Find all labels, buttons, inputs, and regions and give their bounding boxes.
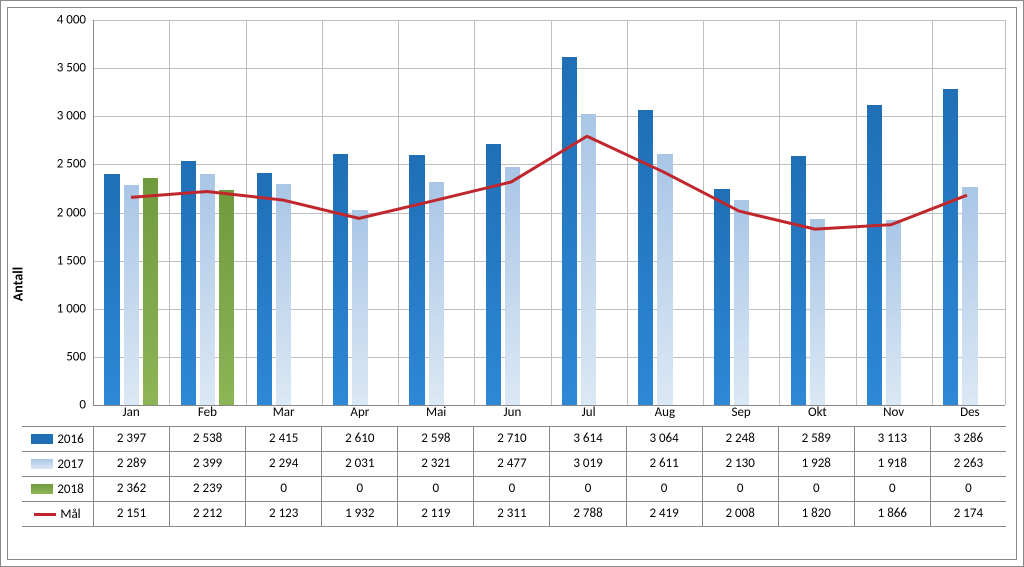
table-cell: 0	[473, 477, 549, 501]
legend-swatch-s2017	[31, 459, 53, 469]
chart-inner: Antall 0 500 1 000 1 500 2 000 2 500 3 000 3 50…	[7, 7, 1017, 560]
y-tick-label: 1 000	[8, 301, 86, 316]
chart-frame: Antall 0 500 1 000 1 500 2 000 2 500 3 000 3 50…	[0, 0, 1024, 567]
table-cell: 2 123	[245, 502, 321, 526]
y-tick-label: 1 500	[8, 253, 86, 268]
table-cell: 2 248	[702, 427, 778, 451]
table-cell: 2 151	[93, 502, 169, 526]
legend-swatch-s2018	[31, 484, 53, 494]
table-cell: 2 397	[93, 427, 169, 451]
table-cell: 2 119	[397, 502, 473, 526]
legend-swatch-mal	[34, 509, 56, 519]
data-table: 20162 3972 5382 4152 6102 5982 7103 6143…	[22, 426, 1006, 527]
y-tick-label: 3 000	[8, 109, 86, 124]
table-cell: 2 598	[397, 427, 473, 451]
table-cell: 2 212	[169, 502, 245, 526]
y-axis-label: Antall	[10, 266, 27, 300]
table-cell: 3 019	[549, 452, 625, 476]
table-cell: 0	[930, 477, 1006, 501]
legend-swatch-s2016	[31, 434, 53, 444]
x-tick-label: Okt	[808, 405, 827, 420]
legend-cell-s2017: 2017	[22, 452, 93, 476]
table-cell: 0	[626, 477, 702, 501]
table-cell: 2 008	[702, 502, 778, 526]
x-tick-label: Mar	[273, 405, 295, 420]
table-cell: 1 820	[778, 502, 854, 526]
table-row: Mål2 1512 2122 1231 9322 1192 3112 7882 …	[22, 502, 1006, 527]
table-cell: 0	[778, 477, 854, 501]
table-cell: 1 928	[778, 452, 854, 476]
y-tick-label: 2 500	[8, 157, 86, 172]
table-cell: 2 611	[626, 452, 702, 476]
x-tick-label: Jul	[582, 405, 596, 420]
legend-cell-mal: Mål	[22, 502, 93, 526]
plot-area	[93, 20, 1006, 405]
table-cell: 0	[245, 477, 321, 501]
table-cell: 0	[397, 477, 473, 501]
table-cell: 2 419	[626, 502, 702, 526]
legend-label: Mål	[60, 503, 80, 526]
table-cell: 2 263	[930, 452, 1006, 476]
x-tick-label: Jan	[123, 405, 140, 420]
table-cell: 2 538	[169, 427, 245, 451]
table-cell: 2 031	[321, 452, 397, 476]
x-tick-label: Apr	[350, 405, 369, 420]
y-tick-label: 500	[8, 349, 86, 364]
x-labels: Jan Feb Mar Apr Mai Jun Jul Aug Sep Okt Nov Des	[93, 405, 1006, 425]
target-line	[93, 20, 1005, 404]
x-tick-label: Des	[960, 405, 980, 420]
table-row: 20162 3972 5382 4152 6102 5982 7103 6143…	[22, 427, 1006, 452]
table-cell: 2 362	[93, 477, 169, 501]
table-cell: 3 113	[854, 427, 930, 451]
legend-label: 2017	[57, 453, 83, 476]
table-cell: 2 610	[321, 427, 397, 451]
y-tick-label: 3 500	[8, 61, 86, 76]
table-cell: 3 614	[549, 427, 625, 451]
table-cell: 2 130	[702, 452, 778, 476]
table-cell: 2 399	[169, 452, 245, 476]
x-tick-label: Feb	[198, 405, 217, 420]
table-cell: 0	[549, 477, 625, 501]
table-cell: 2 294	[245, 452, 321, 476]
legend-label: 2016	[57, 428, 83, 451]
table-cell: 2 415	[245, 427, 321, 451]
table-cell: 3 286	[930, 427, 1006, 451]
table-cell: 2 788	[549, 502, 625, 526]
x-tick-label: Jun	[503, 405, 521, 420]
legend-cell-s2018: 2018	[22, 477, 93, 501]
table-cell: 2 710	[473, 427, 549, 451]
legend-label: 2018	[57, 478, 83, 501]
table-cell: 1 918	[854, 452, 930, 476]
table-cell: 3 064	[626, 427, 702, 451]
legend-cell-s2016: 2016	[22, 427, 93, 451]
table-cell: 1 932	[321, 502, 397, 526]
y-tick-label: 0	[8, 398, 86, 413]
x-tick-label: Sep	[731, 405, 750, 420]
table-cell: 2 321	[397, 452, 473, 476]
table-row: 20172 2892 3992 2942 0312 3212 4773 0192…	[22, 452, 1006, 477]
table-cell: 2 311	[473, 502, 549, 526]
table-cell: 2 589	[778, 427, 854, 451]
table-cell: 0	[321, 477, 397, 501]
y-tick-label: 2 000	[8, 205, 86, 220]
table-cell: 0	[702, 477, 778, 501]
x-tick-label: Aug	[655, 405, 675, 420]
table-cell: 2 239	[169, 477, 245, 501]
table-cell: 2 174	[930, 502, 1006, 526]
table-cell: 0	[854, 477, 930, 501]
table-row: 20182 3622 2390000000000	[22, 477, 1006, 502]
y-tick-label: 4 000	[8, 13, 86, 28]
table-cell: 2 477	[473, 452, 549, 476]
x-tick-label: Nov	[883, 405, 904, 420]
x-tick-label: Mai	[426, 405, 446, 420]
table-cell: 2 289	[93, 452, 169, 476]
table-cell: 1 866	[854, 502, 930, 526]
